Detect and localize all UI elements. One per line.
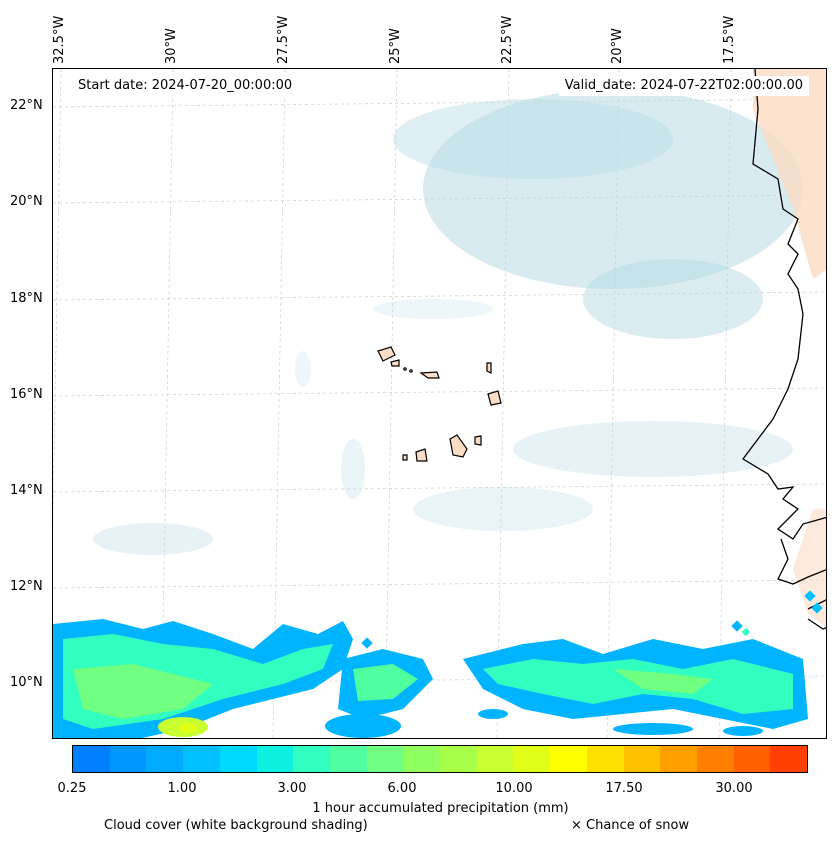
start-date-label: Start date: 2024-07-20_00:00:00 [72, 76, 299, 96]
meridian-line [384, 69, 398, 738]
meridian-line [606, 69, 620, 738]
colorbar-segment [733, 746, 771, 772]
parallel-line [53, 387, 826, 397]
colorbar-segment [219, 746, 257, 772]
cloud-cover-shading [93, 89, 803, 555]
colorbar-segment [623, 746, 661, 772]
longitude-label: 20°W [610, 28, 625, 64]
latitude-label: 18°N [10, 291, 43, 306]
precipitation-colorbar [72, 745, 808, 773]
colorbar-segment [366, 746, 404, 772]
longitude-label: 25°W [388, 28, 403, 64]
colorbar-segment [660, 746, 697, 772]
colorbar-segment [146, 746, 184, 772]
latitude-label: 22°N [10, 98, 43, 113]
latitude-label: 12°N [10, 579, 43, 594]
snow-legend: × Chance of snow [571, 818, 690, 833]
longitude-label: 32.5°W [52, 15, 67, 64]
land-masses [753, 69, 826, 628]
colorbar-segment [513, 746, 551, 772]
cape-verde-islands [377, 346, 502, 462]
meridian-line [496, 69, 510, 738]
colorbar-segment [440, 746, 477, 772]
colorbar-segment [329, 746, 367, 772]
colorbar-segment [476, 746, 514, 772]
colorbar-tick-label: 10.00 [495, 781, 533, 796]
colorbar-segment [770, 746, 808, 772]
latitude-label: 10°N [10, 675, 43, 690]
colorbar-segment [586, 746, 624, 772]
colorbar-segment [550, 746, 587, 772]
colorbar-tick-label: 1.00 [167, 781, 197, 796]
colorbar-segment [73, 746, 110, 772]
colorbar-segment [403, 746, 441, 772]
meridian-line [272, 69, 286, 738]
parallel-line [53, 579, 826, 589]
colorbar-segment [256, 746, 294, 772]
colorbar-segment [696, 746, 734, 772]
parallel-line [53, 483, 826, 493]
colorbar-tick-label: 3.00 [277, 781, 307, 796]
precipitation-field [53, 590, 823, 738]
latitude-label: 14°N [10, 483, 43, 498]
latitude-label: 16°N [10, 387, 43, 402]
colorbar-tick-label: 0.25 [57, 781, 87, 796]
map-panel[interactable] [52, 68, 827, 739]
colorbar-tick-label: 17.50 [605, 781, 643, 796]
valid-date-label: Valid_date: 2024-07-22T02:00:00.00 [558, 76, 809, 96]
longitude-label: 27.5°W [276, 15, 291, 64]
colorbar-tick-label: 6.00 [387, 781, 417, 796]
colorbar-tick-label: 30.00 [715, 781, 753, 796]
colorbar-title: 1 hour accumulated precipitation (mm) [312, 801, 569, 816]
colorbar-segment [183, 746, 220, 772]
longitude-label: 30°W [164, 28, 179, 64]
longitude-label: 17.5°W [722, 15, 737, 64]
longitude-label: 22.5°W [500, 15, 515, 64]
meridian-line [718, 69, 732, 738]
map-canvas [53, 69, 826, 738]
latitude-label: 20°N [10, 194, 43, 209]
colorbar-segment [109, 746, 147, 772]
colorbar-segment [293, 746, 330, 772]
cloud-cover-legend: Cloud cover (white background shading) [104, 818, 368, 833]
